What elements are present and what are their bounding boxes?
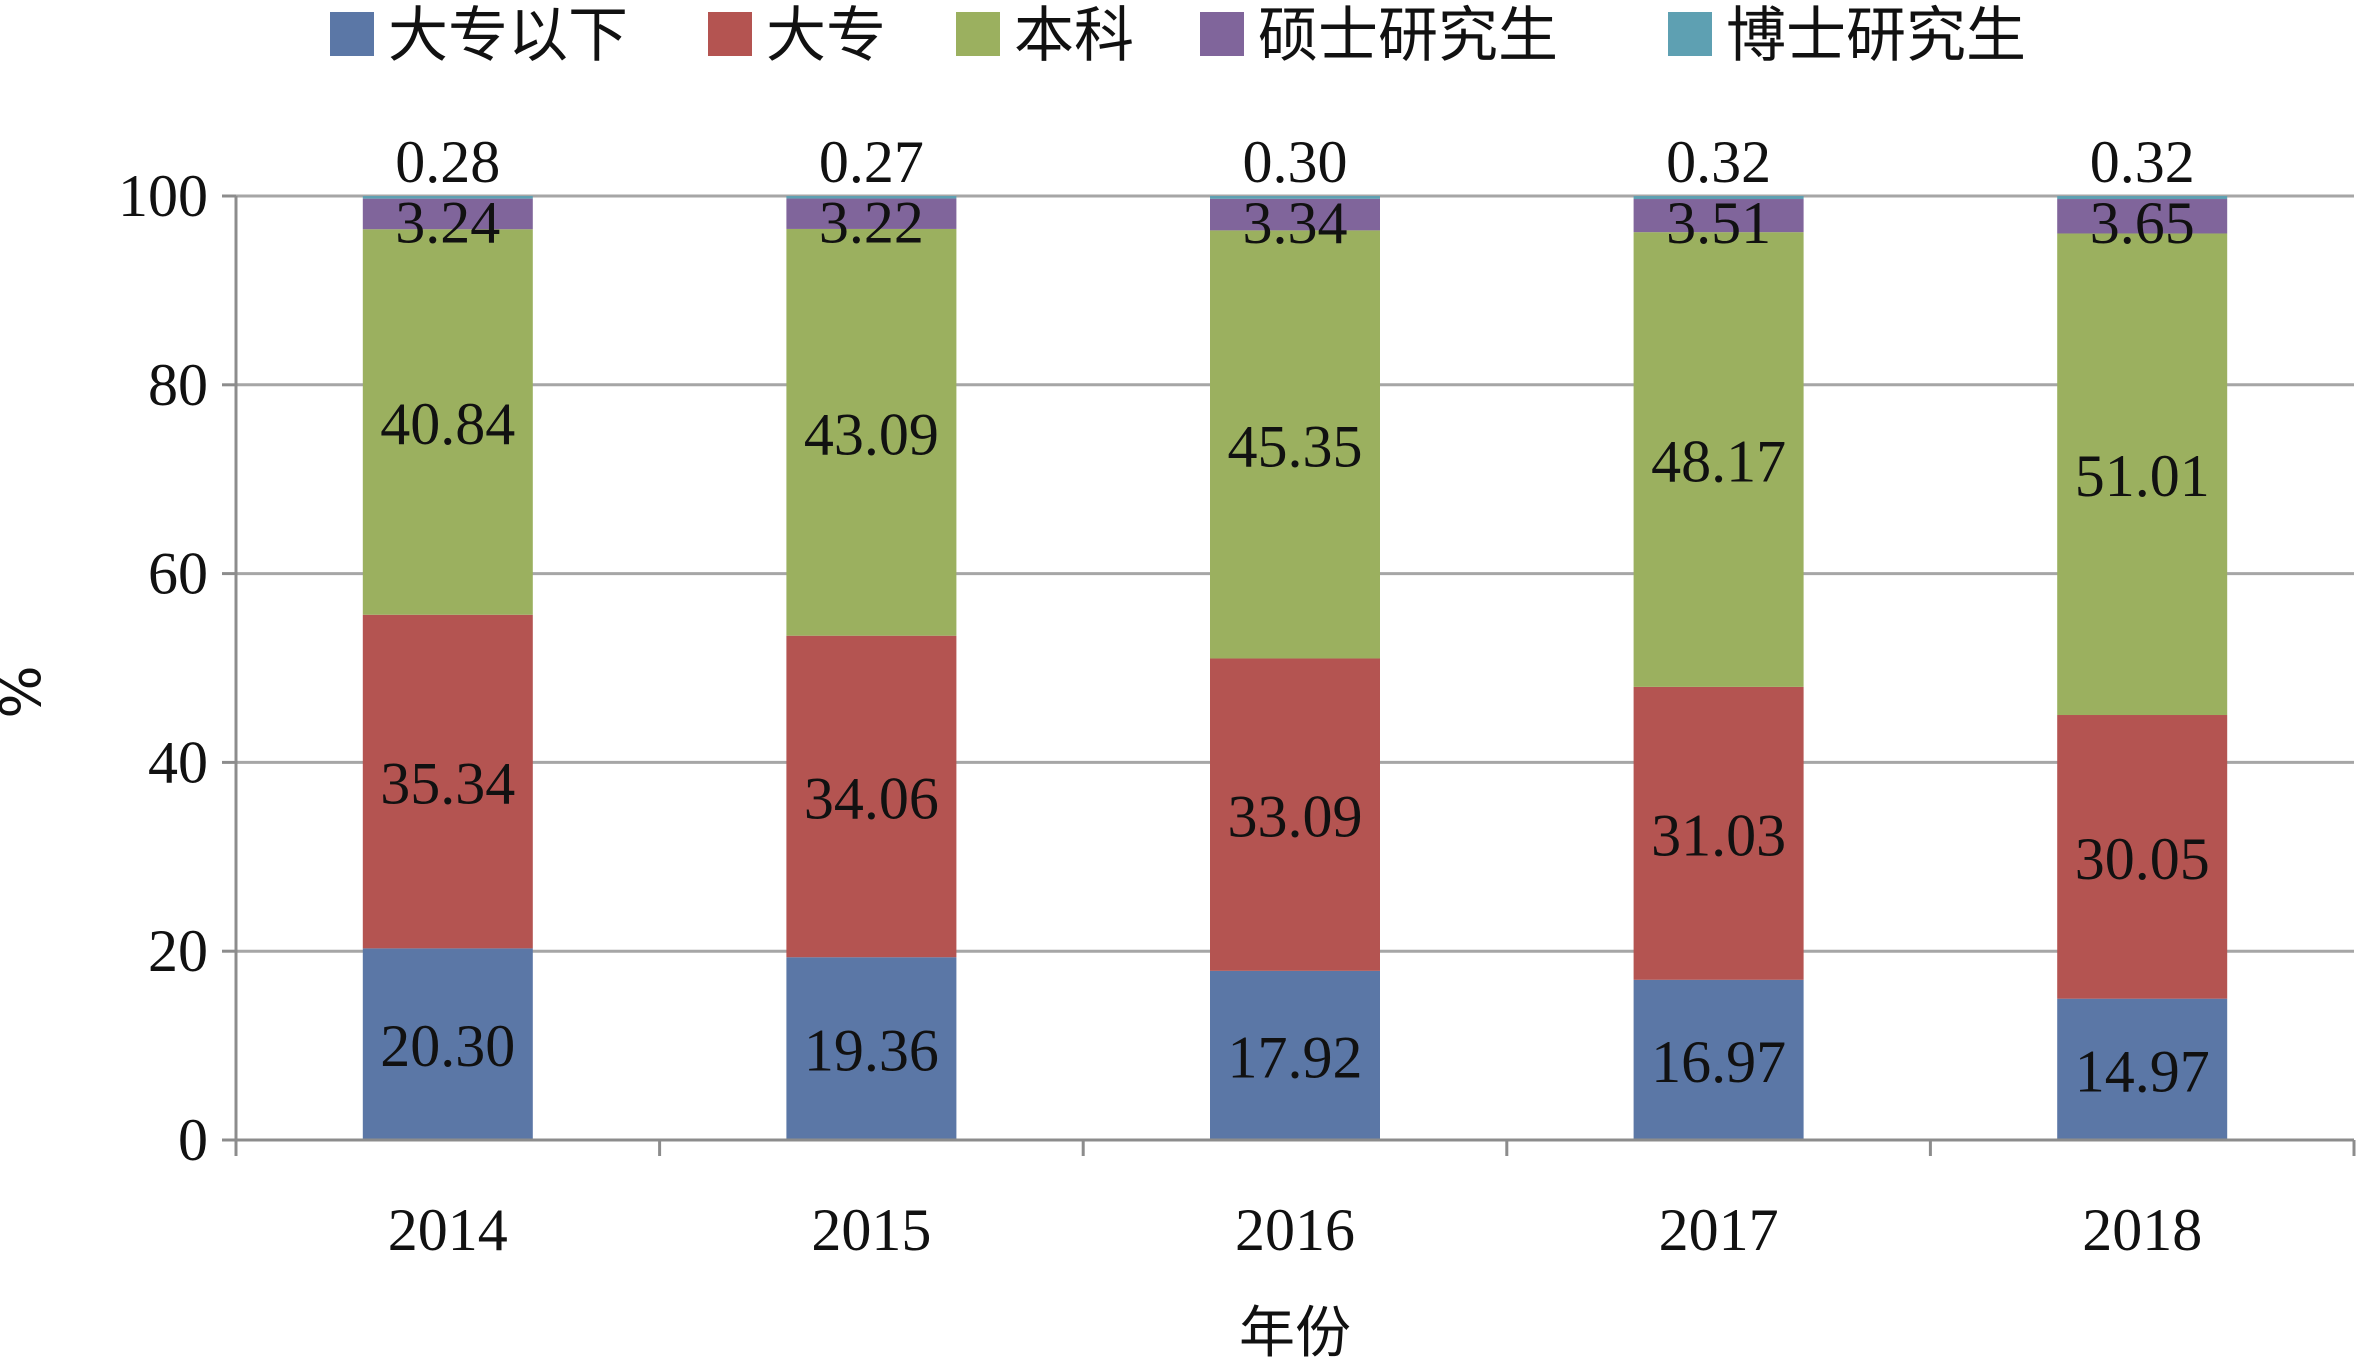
data-label: 3.34 bbox=[1243, 190, 1348, 256]
bars bbox=[362, 196, 2228, 1140]
data-label: 30.05 bbox=[2075, 826, 2210, 892]
x-tick-label: 2017 bbox=[1659, 1197, 1779, 1263]
data-label: 20.30 bbox=[380, 1013, 515, 1079]
bar-segment bbox=[362, 196, 533, 199]
data-label: 40.84 bbox=[380, 391, 515, 457]
bar-segment bbox=[1210, 970, 1380, 1140]
bar-segment bbox=[2057, 715, 2228, 999]
data-label: 17.92 bbox=[1228, 1024, 1363, 1090]
y-axis-title: % bbox=[0, 665, 54, 718]
x-tick-label: 2016 bbox=[1235, 1197, 1355, 1263]
data-label: 3.51 bbox=[1666, 190, 1771, 256]
legend-swatch bbox=[330, 12, 374, 56]
bar-segment bbox=[1633, 232, 1804, 687]
bar-segment bbox=[1633, 199, 1804, 233]
x-tick-label: 2015 bbox=[811, 1197, 931, 1263]
data-label: 0.27 bbox=[819, 129, 924, 195]
data-label: 0.30 bbox=[1243, 129, 1348, 195]
legend-swatch bbox=[708, 12, 752, 56]
bar-segment bbox=[1210, 230, 1380, 659]
legend-swatch bbox=[956, 12, 1000, 56]
bar-segment bbox=[786, 196, 957, 199]
bar-segment bbox=[786, 635, 957, 958]
bar-segment bbox=[786, 228, 957, 636]
data-label: 34.06 bbox=[804, 765, 939, 831]
data-label: 51.01 bbox=[2075, 443, 2210, 509]
bar-segment bbox=[2057, 998, 2228, 1140]
bar-segment bbox=[2057, 233, 2228, 716]
data-label: 45.35 bbox=[1228, 413, 1363, 479]
data-label: 3.24 bbox=[395, 190, 500, 256]
legend-label: 硕士研究生 bbox=[1258, 1, 1558, 71]
bar-segment bbox=[2057, 199, 2228, 234]
bar-segment bbox=[786, 198, 957, 229]
x-tick-label: 2014 bbox=[388, 1197, 508, 1263]
data-labels: 20.30 35.34 40.84 3.240.28 19.36 34.06 43.09 3.… bbox=[380, 129, 2209, 1104]
data-label: 3.65 bbox=[2090, 190, 2195, 256]
bar-segment bbox=[362, 614, 533, 949]
data-label: 19.36 bbox=[804, 1018, 939, 1084]
bar-segment bbox=[786, 957, 957, 1140]
y-tick-label: 80 bbox=[148, 352, 208, 418]
y-tick-label: 0 bbox=[178, 1107, 208, 1173]
data-label: 0.28 bbox=[395, 129, 500, 195]
bar-segment bbox=[1210, 658, 1380, 971]
legend-label: 博士研究生 bbox=[1726, 1, 2026, 71]
bar-segment bbox=[2057, 196, 2228, 200]
data-label: 0.32 bbox=[1666, 129, 1771, 195]
data-label: 33.09 bbox=[1228, 784, 1363, 850]
legend-label: 大专以下 bbox=[388, 1, 628, 71]
x-tick-label: 2018 bbox=[2082, 1197, 2202, 1263]
y-tick-label: 60 bbox=[148, 541, 208, 607]
bar-segment bbox=[1210, 196, 1380, 199]
data-label: 48.17 bbox=[1651, 429, 1786, 495]
bar-segment bbox=[362, 948, 533, 1140]
data-label: 35.34 bbox=[380, 751, 515, 817]
legend-label: 本科 bbox=[1014, 1, 1134, 71]
bar-segment bbox=[362, 198, 533, 230]
data-label: 14.97 bbox=[2075, 1038, 2210, 1104]
y-tick-label: 20 bbox=[148, 918, 208, 984]
bar-segment bbox=[1210, 198, 1380, 231]
data-label: 3.22 bbox=[819, 190, 924, 256]
bar-segment bbox=[362, 229, 533, 615]
data-label: 16.97 bbox=[1651, 1029, 1786, 1095]
legend: 大专以下 大专 本科 硕士研究生 博士研究生 bbox=[330, 1, 2026, 71]
bar-segment bbox=[1633, 686, 1804, 980]
legend-swatch bbox=[1668, 12, 1712, 56]
legend-label: 大专 bbox=[766, 1, 886, 71]
legend-swatch bbox=[1200, 12, 1244, 56]
bar-segment bbox=[1633, 196, 1804, 200]
data-label: 43.09 bbox=[804, 401, 939, 467]
axes: 0 20 40 60 80 100 2014 2015 2016 2017 2018 bbox=[118, 163, 2356, 1263]
data-label: 31.03 bbox=[1651, 802, 1786, 868]
y-tick-label: 100 bbox=[118, 163, 208, 229]
y-tick-label: 40 bbox=[148, 729, 208, 795]
bar-segment bbox=[1633, 979, 1804, 1140]
data-label: 0.32 bbox=[2090, 129, 2195, 195]
x-axis-title: 年份 bbox=[1239, 1301, 1351, 1366]
